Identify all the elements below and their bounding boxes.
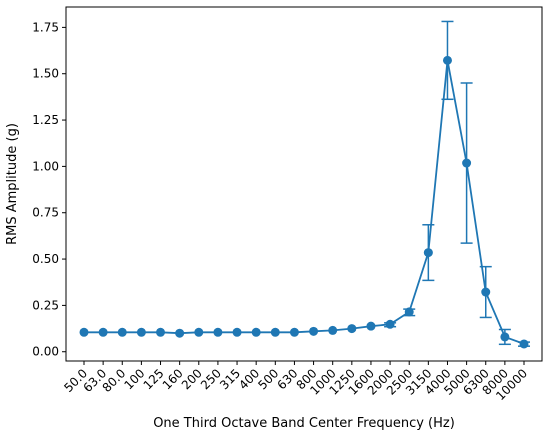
- y-tick-label: 0.75: [32, 206, 59, 220]
- y-tick-label: 0.50: [32, 252, 59, 266]
- data-point: [194, 327, 204, 337]
- series-line: [84, 60, 525, 345]
- plot-frame: [65, 6, 543, 362]
- data-point: [481, 287, 491, 297]
- data-point: [289, 327, 299, 337]
- data-point: [309, 326, 319, 336]
- data-point: [385, 319, 395, 329]
- data-point: [117, 327, 127, 337]
- y-axis-label: RMS Amplitude (g): [5, 123, 20, 245]
- y-tick-label: 1.50: [32, 67, 59, 81]
- data-point: [79, 327, 89, 337]
- data-point: [519, 339, 529, 349]
- x-axis-label: One Third Octave Band Center Frequency (…: [153, 416, 455, 431]
- data-point: [404, 307, 414, 317]
- data-point: [232, 327, 242, 337]
- data-point: [98, 327, 108, 337]
- y-axis: 0.00 0.25 0.50 0.75 1.00 1.25 1.50 1.75: [32, 20, 66, 359]
- data-point: [136, 327, 146, 337]
- data-point: [462, 158, 472, 168]
- y-tick-label: 0.00: [32, 345, 59, 359]
- data-point: [442, 55, 452, 65]
- data-point: [328, 325, 338, 335]
- data-point: [251, 327, 261, 337]
- data-point: [156, 327, 166, 337]
- y-tick-label: 1.25: [32, 113, 59, 127]
- y-tick-label: 1.00: [32, 159, 59, 173]
- y-tick-label: 1.75: [32, 20, 59, 34]
- data-point: [423, 248, 433, 258]
- data-point: [270, 327, 280, 337]
- data-point: [347, 324, 357, 334]
- data-point: [175, 328, 185, 338]
- x-axis: 50.063.080.01001251602002503154005006308…: [61, 361, 530, 403]
- data-point: [213, 327, 223, 337]
- series-group: [79, 20, 530, 349]
- y-tick-label: 0.25: [32, 298, 59, 312]
- data-point: [500, 332, 510, 342]
- data-point: [366, 321, 376, 331]
